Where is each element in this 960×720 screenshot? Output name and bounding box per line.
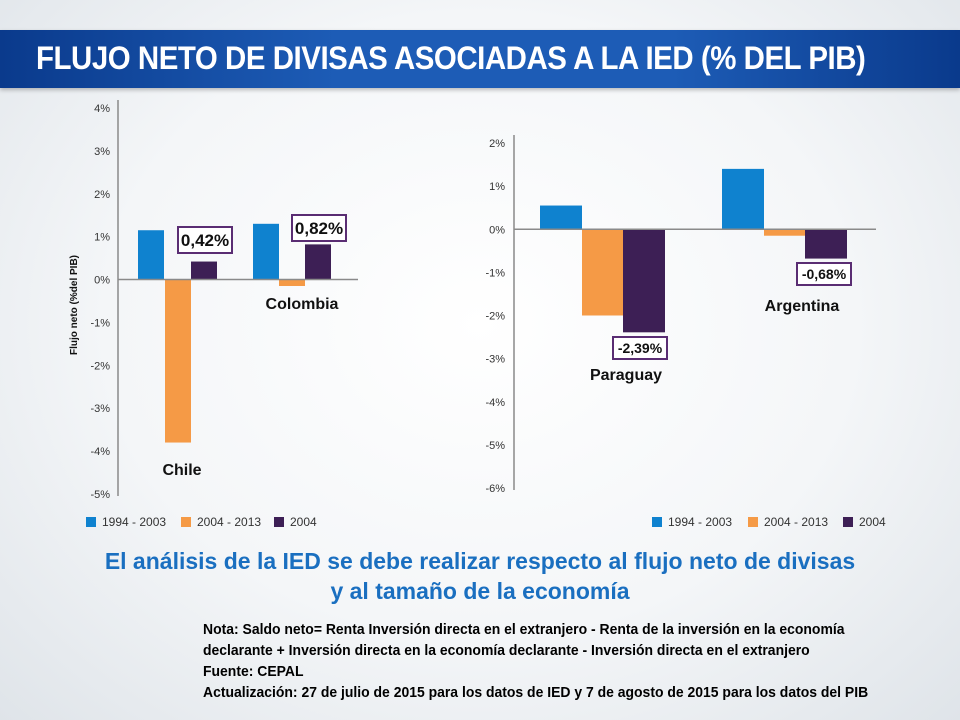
data-label: 0,42%	[181, 231, 229, 250]
legend-label-2: 2004 - 2013	[764, 515, 828, 529]
bar-argentina-series-1	[722, 168, 764, 230]
chart-2-y-tick-label: 2%	[489, 138, 505, 150]
title-banner: FLUJO NETO DE DIVISAS ASOCIADAS A LA IED…	[0, 30, 960, 88]
data-label-box	[612, 336, 668, 360]
chart-1-y-tick-label: 0%	[94, 275, 110, 287]
bar-paraguay-series-2	[582, 229, 624, 316]
bar-colombia-series-2	[279, 279, 305, 286]
legend-swatch-3	[843, 517, 853, 527]
page-title: FLUJO NETO DE DIVISAS ASOCIADAS A LA IED…	[36, 40, 866, 76]
legend-label-1: 1994 - 2003	[668, 515, 732, 529]
chart-2-y-tick-label: -6%	[485, 483, 505, 495]
bar-argentina-series-2	[764, 229, 806, 236]
data-label: 0,82%	[295, 219, 343, 238]
update-line: Actualización: 27 de julio de 2015 para …	[203, 684, 869, 701]
chart-1-y-tick-label: -3%	[90, 403, 110, 415]
data-label-box	[177, 226, 233, 254]
chart-2-y-tick-label: -4%	[485, 397, 505, 409]
data-label: -2,39%	[618, 340, 663, 356]
bar-paraguay-series-1	[540, 205, 582, 230]
bar-chile-series-1	[138, 230, 164, 280]
legend-swatch-1	[652, 517, 662, 527]
category-label-colombia: Colombia	[266, 296, 339, 313]
chart-2-y-tick-label: -2%	[485, 311, 505, 323]
note-line-2: declarante + Inversión directa en la eco…	[203, 642, 810, 659]
chart-1-y-tick-label: 3%	[94, 146, 110, 158]
chart-1-y-tick-label: 2%	[94, 189, 110, 201]
chart-2-y-tick-label: 0%	[489, 224, 505, 236]
note-line-1: Nota: Saldo neto= Renta Inversión direct…	[203, 621, 845, 638]
data-label-box	[796, 262, 852, 286]
chart-1-y-tick-label: -2%	[90, 360, 110, 372]
bar-argentina-series-3	[805, 229, 847, 259]
chart-2-y-tick-label: -5%	[485, 440, 505, 452]
legend-swatch-2	[748, 517, 758, 527]
chart-1-y-tick-label: -4%	[90, 446, 110, 458]
legend-swatch-2	[181, 517, 191, 527]
bar-chile-series-3	[191, 261, 217, 280]
data-label: -0,68%	[802, 266, 847, 282]
data-label-box	[291, 214, 347, 242]
legend-swatch-1	[86, 517, 96, 527]
chart-1-y-axis-label: Flujo neto (%del PIB)	[69, 255, 80, 355]
message-line-1: El análisis de la IED se debe realizar r…	[104, 548, 856, 574]
category-label-chile: Chile	[162, 462, 201, 479]
category-label-paraguay: Paraguay	[590, 367, 662, 384]
bar-chile-series-2	[165, 279, 191, 443]
legend-swatch-3	[274, 517, 284, 527]
chart-1-y-tick-label: -1%	[90, 317, 110, 329]
category-label-argentina: Argentina	[765, 298, 840, 315]
legend-label-1: 1994 - 2003	[102, 515, 166, 529]
legend-label-3: 2004	[290, 515, 317, 529]
source-line: Fuente: CEPAL	[203, 663, 304, 680]
chart-1-y-tick-label: -5%	[90, 489, 110, 501]
bar-colombia-series-3	[305, 244, 331, 280]
legend-label-2: 2004 - 2013	[197, 515, 261, 529]
chart-1-y-tick-label: 4%	[94, 103, 110, 115]
message-line-2: y al tamaño de la economía	[330, 578, 630, 604]
bar-colombia-series-1	[253, 223, 279, 280]
chart-2-y-tick-label: 1%	[489, 181, 505, 193]
legend-label-3: 2004	[859, 515, 886, 529]
chart-2-y-tick-label: -3%	[485, 354, 505, 366]
chart-2-y-tick-label: -1%	[485, 267, 505, 279]
chart-1-y-tick-label: 1%	[94, 232, 110, 244]
bar-paraguay-series-3	[623, 229, 665, 333]
